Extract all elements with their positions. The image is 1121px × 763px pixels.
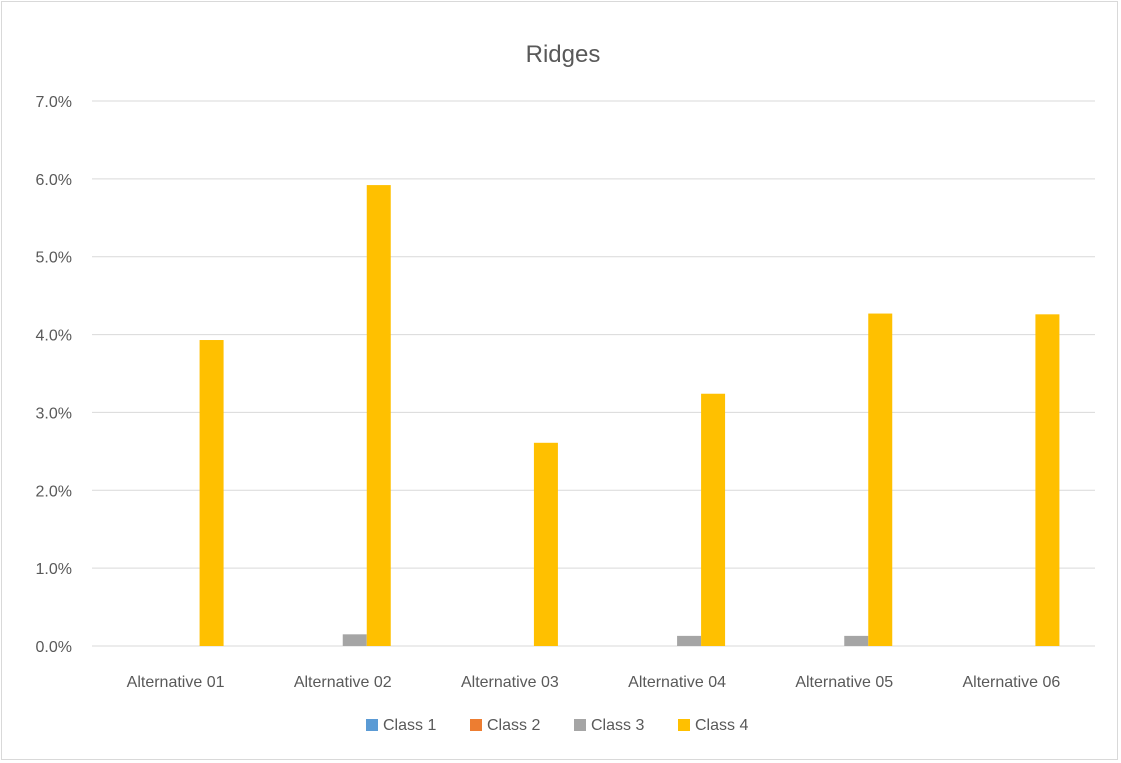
y-tick-label: 6.0% [36,172,72,189]
legend-item: Class 4 [678,717,748,734]
legend-label: Class 2 [487,717,540,734]
x-tick-label: Alternative 03 [461,674,559,691]
bar-class-4-5 [868,313,893,646]
legend-item: Class 3 [574,717,644,734]
bar-class-4-1 [199,340,224,646]
legend-item: Class 1 [366,717,436,734]
bar-class-4-4 [701,393,726,646]
legend-swatch [366,719,378,731]
legend-item: Class 2 [470,717,540,734]
legend-swatch [470,719,482,731]
x-tick-label: Alternative 05 [795,674,893,691]
x-tick-label: Alternative 02 [294,674,392,691]
bar-class-4-6 [1035,314,1060,646]
bar-class-3-5 [844,635,869,646]
y-tick-label: 5.0% [36,250,72,267]
legend-label: Class 4 [695,717,748,734]
legend-label: Class 3 [591,717,644,734]
x-tick-label: Alternative 04 [628,674,726,691]
bar-class-4-3 [533,442,558,646]
y-tick-label: 1.0% [36,561,72,578]
y-tick-label: 0.0% [36,639,72,656]
x-axis-ticks: Alternative 01 Alternative 02 Alternative … [127,674,1061,691]
x-tick-label: Alternative 01 [127,674,225,691]
bar-class-3-4 [677,635,702,646]
chart-title: Ridges [526,41,601,68]
bar-class-3-2 [342,634,367,646]
y-tick-label: 3.0% [36,405,72,422]
bar-class-4-2 [366,185,391,647]
bars [199,185,1060,647]
x-tick-label: Alternative 06 [962,674,1060,691]
legend: Class 1 Class 2 Class 3 Class 4 [366,717,748,734]
gridlines [92,100,1095,647]
y-tick-label: 7.0% [36,94,72,111]
y-tick-label: 2.0% [36,483,72,500]
legend-swatch [678,719,690,731]
y-tick-label: 4.0% [36,328,72,345]
y-axis-ticks: 0.0% 1.0% 2.0% 3.0% 4.0% 5.0% 6.0% 7.0% [36,94,72,656]
legend-swatch [574,719,586,731]
legend-label: Class 1 [383,717,436,734]
